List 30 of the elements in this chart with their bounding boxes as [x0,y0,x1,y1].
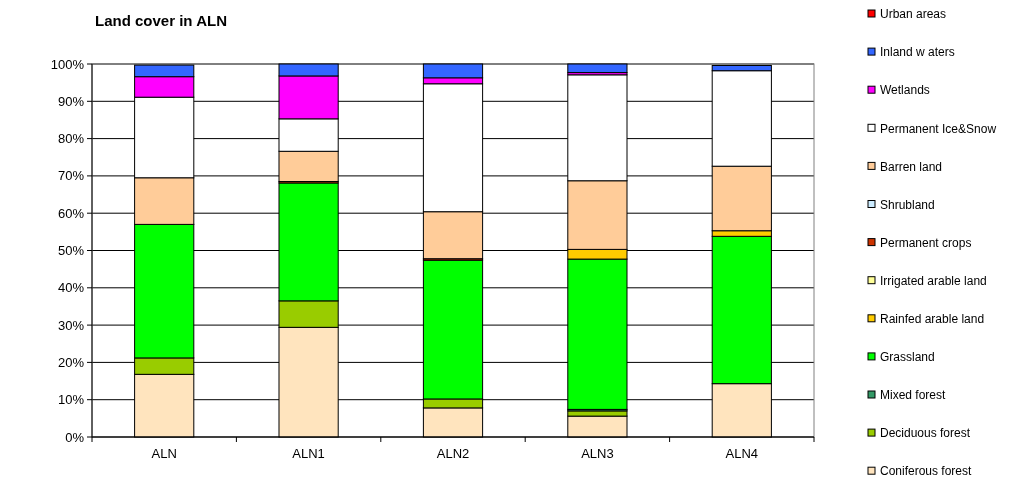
legend-label: Irrigated arable land [880,273,987,288]
y-tick-label: 100% [50,56,85,72]
x-tick-label: ALN [151,446,177,461]
legend-label: Shrubland [880,197,935,212]
legend-label: Wetlands [880,83,930,98]
y-tick-label: 70% [57,168,85,184]
y-tick-label: 50% [57,243,85,259]
legend-label: Inland w aters [880,45,955,60]
y-tick-label: 60% [57,205,85,221]
x-tick-label: ALN1 [292,446,325,461]
y-tick-label: 0% [65,429,85,445]
legend-label: Mixed forest [880,388,947,403]
legend-label: Permanent crops [880,235,972,250]
x-tick-label: ALN2 [436,446,470,461]
y-tick-label: 30% [57,317,85,333]
y-tick-label: 40% [57,280,85,296]
chart-title: Land cover in ALN [95,12,227,29]
legend-label: Permanent Ice&Snow [880,121,997,136]
legend-label: Deciduous forest [880,426,971,441]
y-tick-label: 20% [57,354,85,370]
legend-label: Coniferous forest [880,464,973,479]
y-tick-label: 90% [57,93,85,109]
legend-label: Grassland [880,350,935,365]
legend-label: Rainfed arable land [880,312,985,326]
legend-label: Barren land [880,159,943,174]
y-tick-label: 10% [57,392,85,408]
x-tick-label: ALN3 [581,446,614,461]
x-tick-label: ALN4 [725,446,759,461]
legend-label: Urban areas [880,7,947,22]
y-tick-label: 80% [57,131,85,147]
